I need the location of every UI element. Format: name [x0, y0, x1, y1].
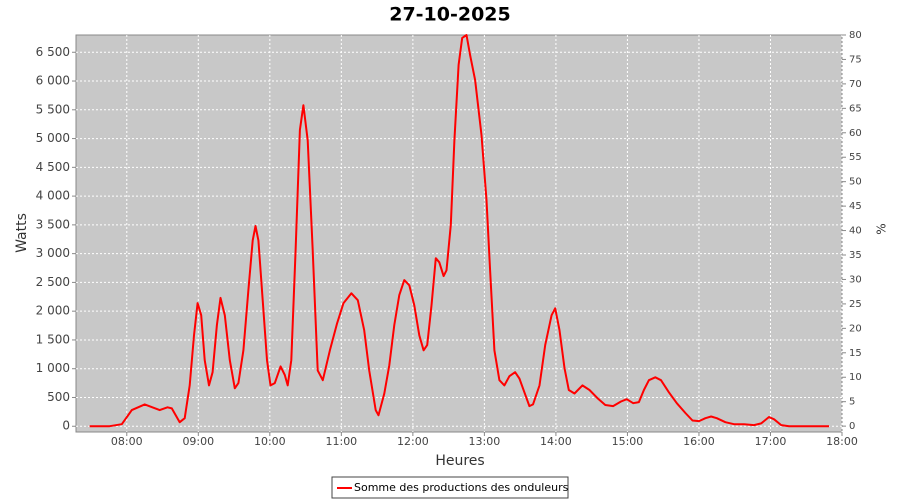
x-tick-label: 13:00 — [469, 435, 501, 448]
x-tick-label: 16:00 — [683, 435, 715, 448]
series-line — [89, 34, 830, 428]
y-tick-label: 1 000 — [36, 361, 70, 375]
y-tick-label: 0 — [62, 419, 70, 433]
legend-box — [331, 476, 569, 499]
x-tick-label: 18:00 — [826, 435, 858, 448]
plot-area — [75, 34, 843, 433]
y2-tick-label: 55 — [849, 152, 862, 163]
y-tick-label: 5 500 — [36, 102, 70, 116]
y-tick-label: 1 500 — [36, 332, 70, 346]
y2-tick-label: 30 — [849, 274, 862, 285]
y-tick-label: 4 500 — [36, 160, 70, 174]
x-tick-label: 14:00 — [540, 435, 572, 448]
x-tick-label: 17:00 — [755, 435, 787, 448]
y-tick-label: 6 000 — [36, 74, 70, 88]
y-tick-label: 4 000 — [36, 189, 70, 203]
y2-tick-label: 65 — [849, 103, 862, 114]
y2-tick-label: 0 — [849, 421, 855, 432]
x-tick-label: 10:00 — [254, 435, 286, 448]
y-tick-label: 2 000 — [36, 304, 70, 318]
chart-title: 27-10-2025 — [389, 4, 511, 26]
y-tick-label: 6 500 — [36, 45, 70, 59]
y2-tick-label: 70 — [849, 79, 862, 90]
x-tick-label: 09:00 — [182, 435, 214, 448]
x-tick-label: 11:00 — [325, 435, 357, 448]
y2-tick-label: 75 — [849, 54, 862, 65]
legend-label: Somme des productions des onduleurs — [354, 481, 569, 494]
y-tick-label: 3 000 — [36, 246, 70, 260]
y-tick-label: 500 — [47, 390, 70, 404]
y2-tick-label: 80 — [849, 30, 862, 41]
y-tick-label: 2 500 — [36, 275, 70, 289]
y2-tick-label: 20 — [849, 323, 862, 334]
y2-tick-label: 60 — [849, 128, 862, 139]
x-tick-label: 15:00 — [612, 435, 644, 448]
y2-tick-label: 5 — [849, 397, 855, 408]
x-tick-label: 12:00 — [397, 435, 429, 448]
y2-tick-label: 50 — [849, 177, 862, 188]
y2-axis-label: % — [875, 223, 889, 234]
x-tick-label: 08:00 — [111, 435, 143, 448]
y2-tick-label: 35 — [849, 250, 862, 261]
y2-tick-label: 40 — [849, 226, 862, 237]
y-tick-label: 3 500 — [36, 217, 70, 231]
y2-tick-label: 10 — [849, 372, 862, 383]
y2-tick-label: 45 — [849, 201, 862, 212]
y2-tick-label: 15 — [849, 348, 862, 359]
y2-tick-label: 25 — [849, 299, 862, 310]
y-tick-label: 5 000 — [36, 131, 70, 145]
y-axis-label: Watts — [14, 213, 30, 253]
x-axis-label: Heures — [435, 453, 484, 469]
